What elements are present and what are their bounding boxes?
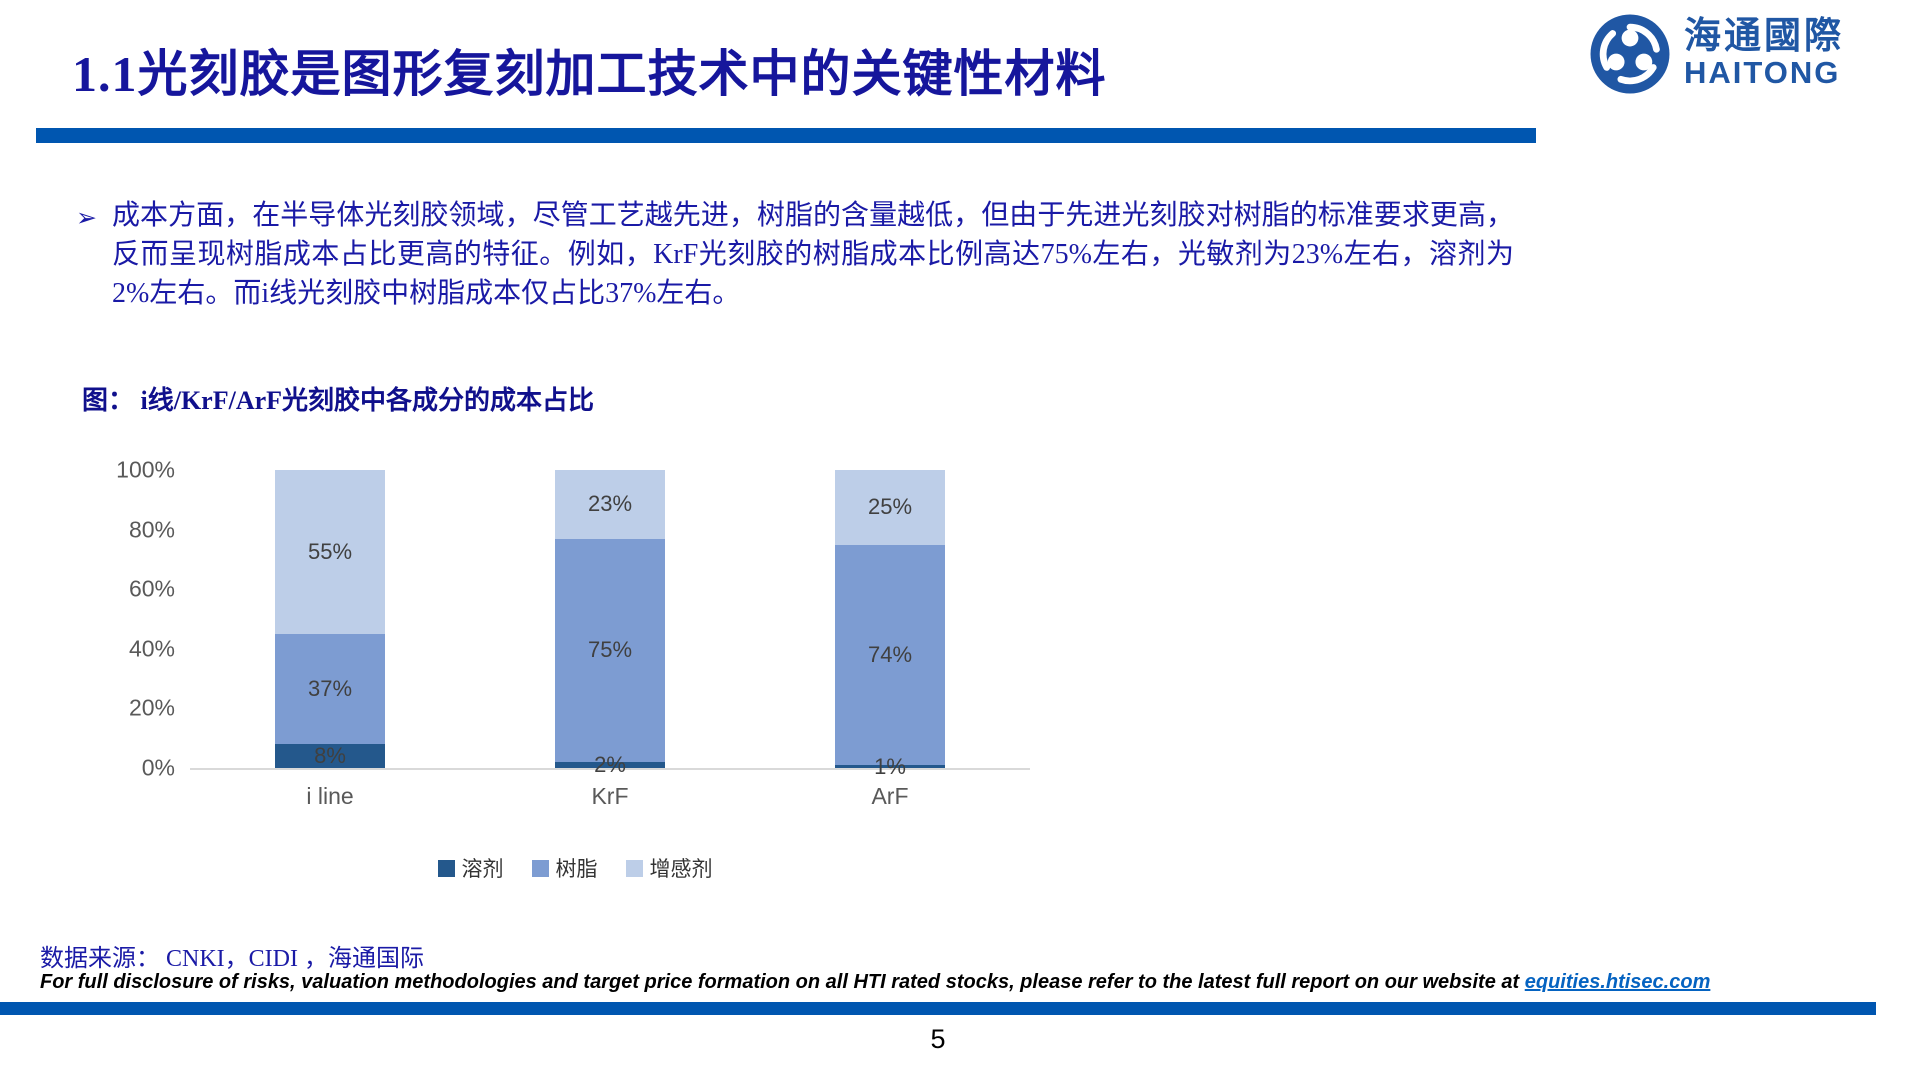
plot-area: 55% 37% 8% 23% 75% 2% 25% 74% 1%: [190, 470, 1030, 779]
bar-segment-增感剂: 25%: [835, 470, 945, 545]
bar-segment-树脂: 74%: [835, 544, 945, 766]
bar-segment-溶剂: 1%: [835, 754, 945, 779]
stacked-bar: 55% 37% 8%: [275, 470, 385, 768]
segment-value-label: 1%: [874, 753, 906, 779]
legend-swatch-icon: [531, 859, 549, 877]
y-tick-label: 20%: [128, 694, 175, 721]
stacked-bar: 25% 74% 1%: [835, 470, 945, 779]
bullet-arrow-icon: ➢: [76, 205, 97, 232]
bar-segment-溶剂: 2%: [555, 752, 665, 777]
y-tick-label: 60%: [128, 575, 175, 602]
bullet-paragraph: ➢ 成本方面，在半导体光刻胶领域，尽管工艺越先进，树脂的含量越低，但由于先进光刻…: [76, 196, 1514, 313]
bars-row: 55% 37% 8% 23% 75% 2% 25% 74% 1%: [190, 470, 1030, 779]
segment-value-label: 37%: [307, 676, 353, 702]
bar-segment-增感剂: 23%: [555, 470, 665, 539]
x-axis-label-i-line: i line: [306, 783, 354, 809]
logo-text: 海通國際 HAITONG: [1684, 16, 1844, 91]
stacked-bar-chart: 100% 80% 60% 40% 20% 0% 55% 37% 8% 23% 75% 2% 25% 74…: [95, 455, 1055, 900]
bottom-accent-bar: [0, 1002, 1876, 1015]
segment-value-label: 74%: [867, 641, 913, 667]
legend-swatch-icon: [437, 859, 455, 877]
y-tick-label: 0%: [141, 754, 175, 781]
bar-segment-树脂: 37%: [275, 633, 385, 745]
disclosure-link[interactable]: equities.htisec.com: [1524, 971, 1711, 993]
data-source-line: 数据来源： CNKI，CIDI ，海通国际: [40, 946, 424, 972]
segment-value-label: 25%: [867, 494, 913, 520]
bar-segment-溶剂: 8%: [275, 743, 385, 769]
segment-value-label: 2%: [594, 752, 626, 777]
haitong-logo: 海通國際 HAITONG: [1588, 12, 1844, 96]
chart-legend: 溶剂 树脂 增感剂: [95, 853, 1055, 883]
y-tick-label: 100%: [116, 456, 175, 483]
segment-value-label: 55%: [307, 538, 353, 564]
legend-item-溶剂: 溶剂: [437, 853, 504, 883]
legend-label: 溶剂: [461, 857, 504, 881]
logo-name-chinese: 海通國際: [1684, 16, 1844, 58]
segment-value-label: 75%: [587, 637, 633, 663]
bar-segment-增感剂: 55%: [275, 470, 385, 634]
page-title: 1.1光刻胶是图形复刻加工技术中的关键性材料: [72, 46, 1107, 102]
y-tick-label: 40%: [128, 635, 175, 662]
bar-segment-树脂: 75%: [555, 538, 665, 763]
y-tick-label: 80%: [128, 516, 175, 543]
legend-label: 树脂: [555, 857, 598, 881]
segment-value-label: 8%: [314, 743, 346, 769]
bar-column-krf: 23% 75% 2%: [470, 470, 750, 777]
x-axis-labels: i line KrF ArF: [190, 783, 1030, 810]
logo-name-english: HAITONG: [1684, 55, 1841, 91]
figure-caption: 图： i线/KrF/ArF光刻胶中各成分的成本占比: [82, 386, 595, 415]
disclosure-text: For full disclosure of risks, valuation …: [40, 971, 1525, 993]
disclosure-line: For full disclosure of risks, valuation …: [40, 971, 1710, 994]
bullet-paragraph-text: 成本方面，在半导体光刻胶领域，尽管工艺越先进，树脂的含量越低，但由于先进光刻胶对…: [112, 200, 1514, 309]
legend-label: 增感剂: [649, 857, 713, 881]
bar-column-arf: 25% 74% 1%: [750, 470, 1030, 779]
x-axis-label-krf: KrF: [591, 783, 629, 809]
segment-value-label: 23%: [587, 491, 633, 517]
legend-item-树脂: 树脂: [531, 853, 598, 883]
x-axis-label-arf: ArF: [871, 783, 909, 809]
bar-column-i-line: 55% 37% 8%: [190, 470, 470, 768]
title-divider-bar: [36, 128, 1536, 143]
legend-item-增感剂: 增感剂: [625, 853, 713, 883]
haitong-emblem-icon: [1590, 14, 1670, 94]
y-axis: 100% 80% 60% 40% 20% 0%: [95, 457, 175, 781]
page-number: 5: [930, 1024, 946, 1054]
stacked-bar: 23% 75% 2%: [555, 470, 665, 777]
legend-swatch-icon: [625, 859, 643, 877]
